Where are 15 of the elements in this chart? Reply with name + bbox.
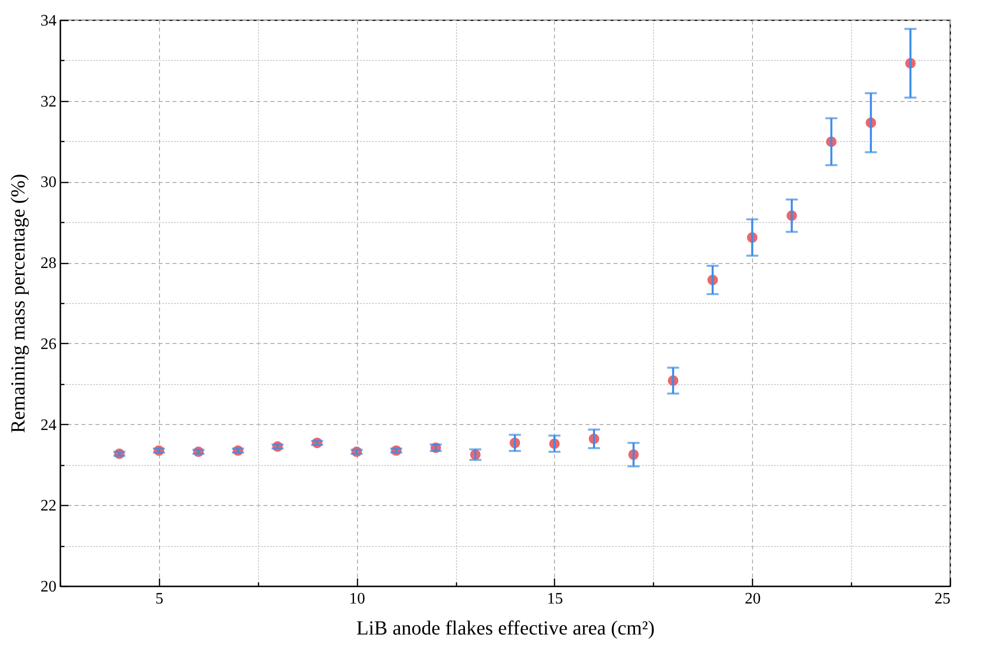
y-axis-title: Remaining mass percentage (%) [8, 174, 30, 434]
y-tick-label: 28 [40, 255, 56, 272]
x-tick-label: 5 [155, 590, 164, 608]
y-tick-label: 22 [40, 498, 56, 515]
x-tick-label: 25 [934, 590, 950, 608]
y-tick-label: 20 [40, 578, 56, 596]
x-tick-label: 15 [546, 590, 563, 608]
x-tick-label: 20 [744, 590, 761, 608]
y-tick-label: 30 [40, 174, 56, 192]
y-tick-label: 26 [40, 336, 56, 353]
y-tick-label: 32 [40, 93, 56, 110]
y-tick-label: 34 [40, 12, 56, 30]
x-axis-title: LiB anode flakes effective area (cm²) [356, 618, 655, 640]
y-tick-label: 24 [40, 416, 56, 434]
x-tick-label: 10 [349, 590, 366, 608]
